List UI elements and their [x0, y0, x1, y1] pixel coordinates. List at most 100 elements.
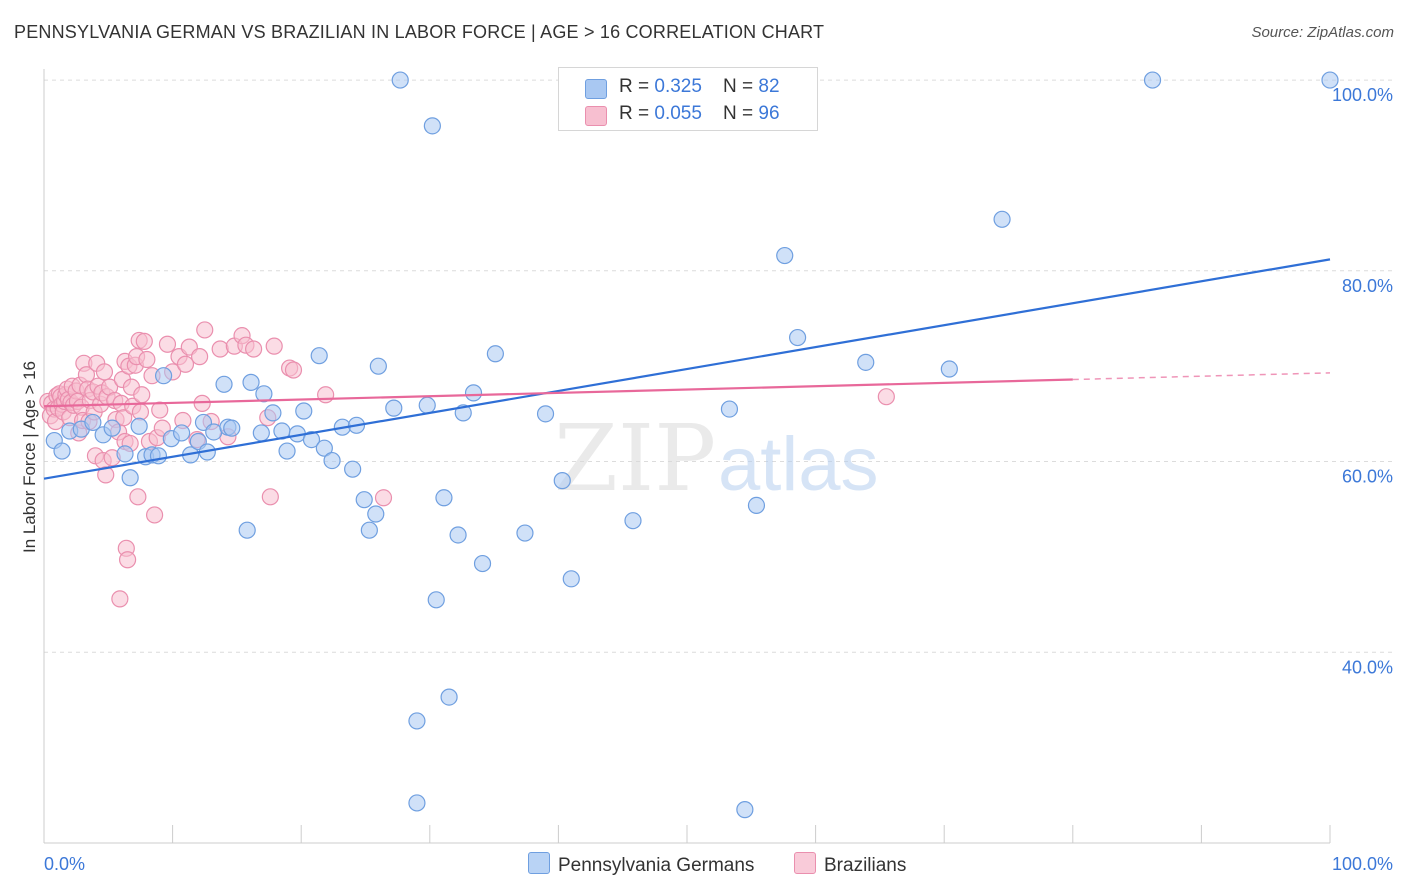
data-point [440, 688, 458, 706]
data-point [191, 348, 209, 366]
data-point [252, 424, 270, 442]
data-point [435, 489, 453, 507]
data-point [255, 385, 273, 403]
trend-lines [43, 258, 1331, 480]
legend-n-label: N = [723, 76, 759, 97]
data-point [278, 442, 296, 460]
data-point [111, 590, 129, 608]
gridlines [44, 79, 1394, 653]
data-point [423, 117, 441, 135]
data-point [151, 401, 169, 419]
data-point [418, 396, 436, 414]
trend-line-pennsylvania-germans [43, 258, 1331, 480]
bottom-legend-item-brazilians: Brazilians [794, 852, 906, 877]
axes [43, 69, 1331, 844]
data-point [385, 399, 403, 417]
data-point [374, 489, 393, 507]
data-point [97, 466, 115, 484]
data-point [211, 340, 229, 358]
data-point [788, 328, 807, 347]
data-point [284, 361, 303, 379]
legend-n-label: N = [723, 103, 759, 124]
data-point [391, 71, 409, 89]
data-point [464, 384, 483, 402]
data-point [264, 404, 282, 422]
data-point [776, 246, 794, 265]
data-point [118, 551, 137, 569]
data-point [427, 591, 445, 609]
data-point [310, 347, 328, 365]
data-point [355, 491, 373, 509]
data-point [265, 337, 283, 355]
data-point [369, 357, 387, 375]
data-point [121, 469, 139, 487]
data-point [176, 355, 195, 373]
x-tick-label: 100.0% [1332, 854, 1393, 874]
watermark-atlas: atlas [718, 422, 879, 507]
data-point [408, 712, 426, 730]
data-point [245, 340, 263, 358]
data-point [173, 424, 191, 442]
y-tick-label: 60.0% [1342, 467, 1393, 487]
stats-legend: R = 0.325 N = 82 R = 0.055 N = 96 [558, 67, 818, 131]
data-point [473, 554, 492, 573]
data-point [323, 451, 341, 470]
data-point [133, 386, 151, 404]
trend-line-brazilians-extension [1072, 372, 1331, 381]
bottom-legend-swatch-blue [528, 852, 550, 874]
data-point [130, 417, 148, 435]
data-point [1321, 71, 1339, 89]
data-point [149, 447, 168, 465]
data-point [408, 794, 426, 812]
data-point [486, 345, 504, 363]
legend-r-label: R = [619, 103, 655, 124]
trend-line-brazilians [43, 378, 1073, 408]
bottom-legend-item-pennsylvania-germans: Pennsylvania Germans [528, 852, 754, 877]
data-point [720, 400, 739, 418]
legend-text: R = 0.325 N = 82 [619, 76, 780, 98]
data-point [736, 801, 754, 819]
data-point [242, 373, 260, 391]
data-point [223, 419, 241, 437]
bottom-legend-label: Brazilians [824, 855, 907, 876]
legend-r-label: R = [619, 76, 655, 97]
data-point [449, 526, 467, 544]
data-point [95, 363, 114, 381]
data-point [158, 335, 177, 353]
data-point [154, 367, 173, 385]
source-credit: Source: ZipAtlas.com [1251, 24, 1394, 41]
tick-labels: 40.0% 60.0% 80.0% 100.0% 0.0% 100.0% [44, 85, 1393, 874]
legend-n-value: 82 [758, 76, 780, 97]
data-point [131, 403, 150, 421]
data-point [516, 524, 534, 542]
watermark: ZIP atlas [554, 405, 879, 512]
data-point [115, 409, 133, 427]
data-point [553, 472, 571, 490]
data-point [1143, 71, 1162, 89]
y-tick-label: 100.0% [1332, 85, 1393, 105]
y-tick-label: 40.0% [1342, 657, 1393, 677]
data-point [360, 521, 378, 539]
legend-r-value: 0.055 [654, 103, 702, 124]
data-point [53, 442, 71, 460]
legend-r-value: 0.325 [654, 76, 702, 97]
x-tick-label: 0.0% [44, 854, 85, 874]
data-point [317, 386, 335, 404]
bottom-legend-label: Pennsylvania Germans [558, 855, 755, 876]
data-point [747, 496, 766, 515]
data-point [940, 360, 958, 378]
data-point [624, 512, 642, 530]
data-point [302, 431, 321, 449]
data-point [344, 460, 362, 478]
series-pennsylvania-germans [45, 71, 1339, 819]
legend-swatch-pink [585, 106, 607, 126]
chart-title: PENNSYLVANIA GERMAN VS BRAZILIAN IN LABO… [14, 22, 825, 42]
data-point [196, 321, 214, 339]
y-tick-label: 80.0% [1342, 276, 1393, 296]
data-point [536, 405, 555, 423]
data-point [261, 488, 279, 506]
legend-swatch-blue [585, 79, 607, 99]
data-point [562, 570, 580, 588]
data-point [135, 332, 153, 350]
